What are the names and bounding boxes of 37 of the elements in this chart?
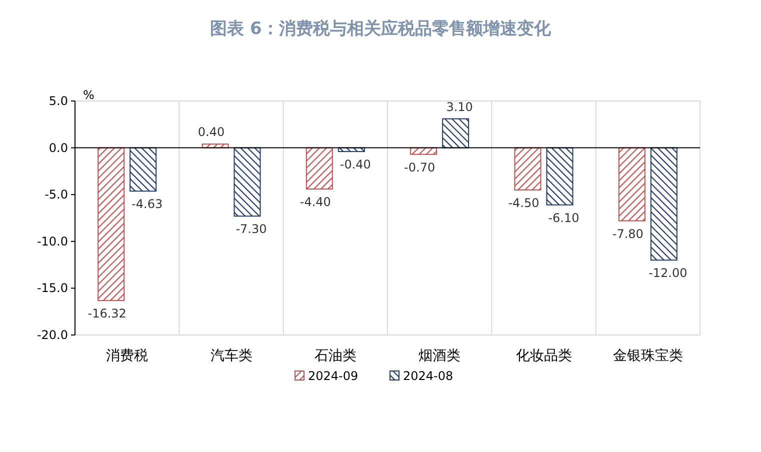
data-label: -0.40 (340, 158, 371, 172)
y-tick-label: -15.0 (36, 281, 68, 296)
bar (306, 147, 333, 190)
x-tick-label: 化妆品类 (516, 348, 572, 364)
x-tick-label: 汽车类 (210, 348, 252, 364)
legend-label: 2024-09 (308, 369, 358, 383)
data-label: -7.30 (236, 222, 267, 236)
data-label: -4.50 (508, 196, 540, 210)
data-label: -4.40 (300, 194, 331, 209)
x-tick-label: 消费税 (106, 348, 148, 364)
data-label: -16.32 (88, 306, 126, 321)
data-label: -12.00 (648, 266, 688, 280)
x-tick-label: 烟酒类 (418, 348, 461, 364)
chart-title: 图表 6：消费税与相关应税品零售额增速变化 (210, 19, 552, 39)
data-label: 0.40 (198, 125, 225, 140)
data-label: 3.10 (446, 100, 473, 114)
y-tick-label: 5.0 (48, 94, 68, 108)
bar (650, 147, 678, 261)
bar (234, 147, 261, 217)
x-tick-label: 金银珠宝类 (612, 348, 683, 364)
bar (98, 147, 125, 302)
bar (130, 147, 157, 192)
y-axis-title: % (83, 88, 94, 102)
data-label: -7.80 (612, 226, 644, 241)
y-tick-label: -5.0 (44, 188, 68, 202)
bar (546, 147, 574, 206)
y-tick-label: -20.0 (36, 328, 68, 342)
y-tick-label: 0.0 (48, 140, 68, 155)
bar (442, 118, 470, 148)
x-tick-label: 石油类 (314, 348, 356, 364)
legend-label: 2024-08 (403, 369, 454, 383)
bar (514, 147, 542, 190)
data-label: -4.63 (132, 197, 163, 212)
y-tick-label: -10.0 (36, 234, 68, 248)
data-label: -0.70 (404, 160, 436, 174)
bar (618, 147, 646, 222)
data-label: -6.10 (548, 210, 580, 225)
